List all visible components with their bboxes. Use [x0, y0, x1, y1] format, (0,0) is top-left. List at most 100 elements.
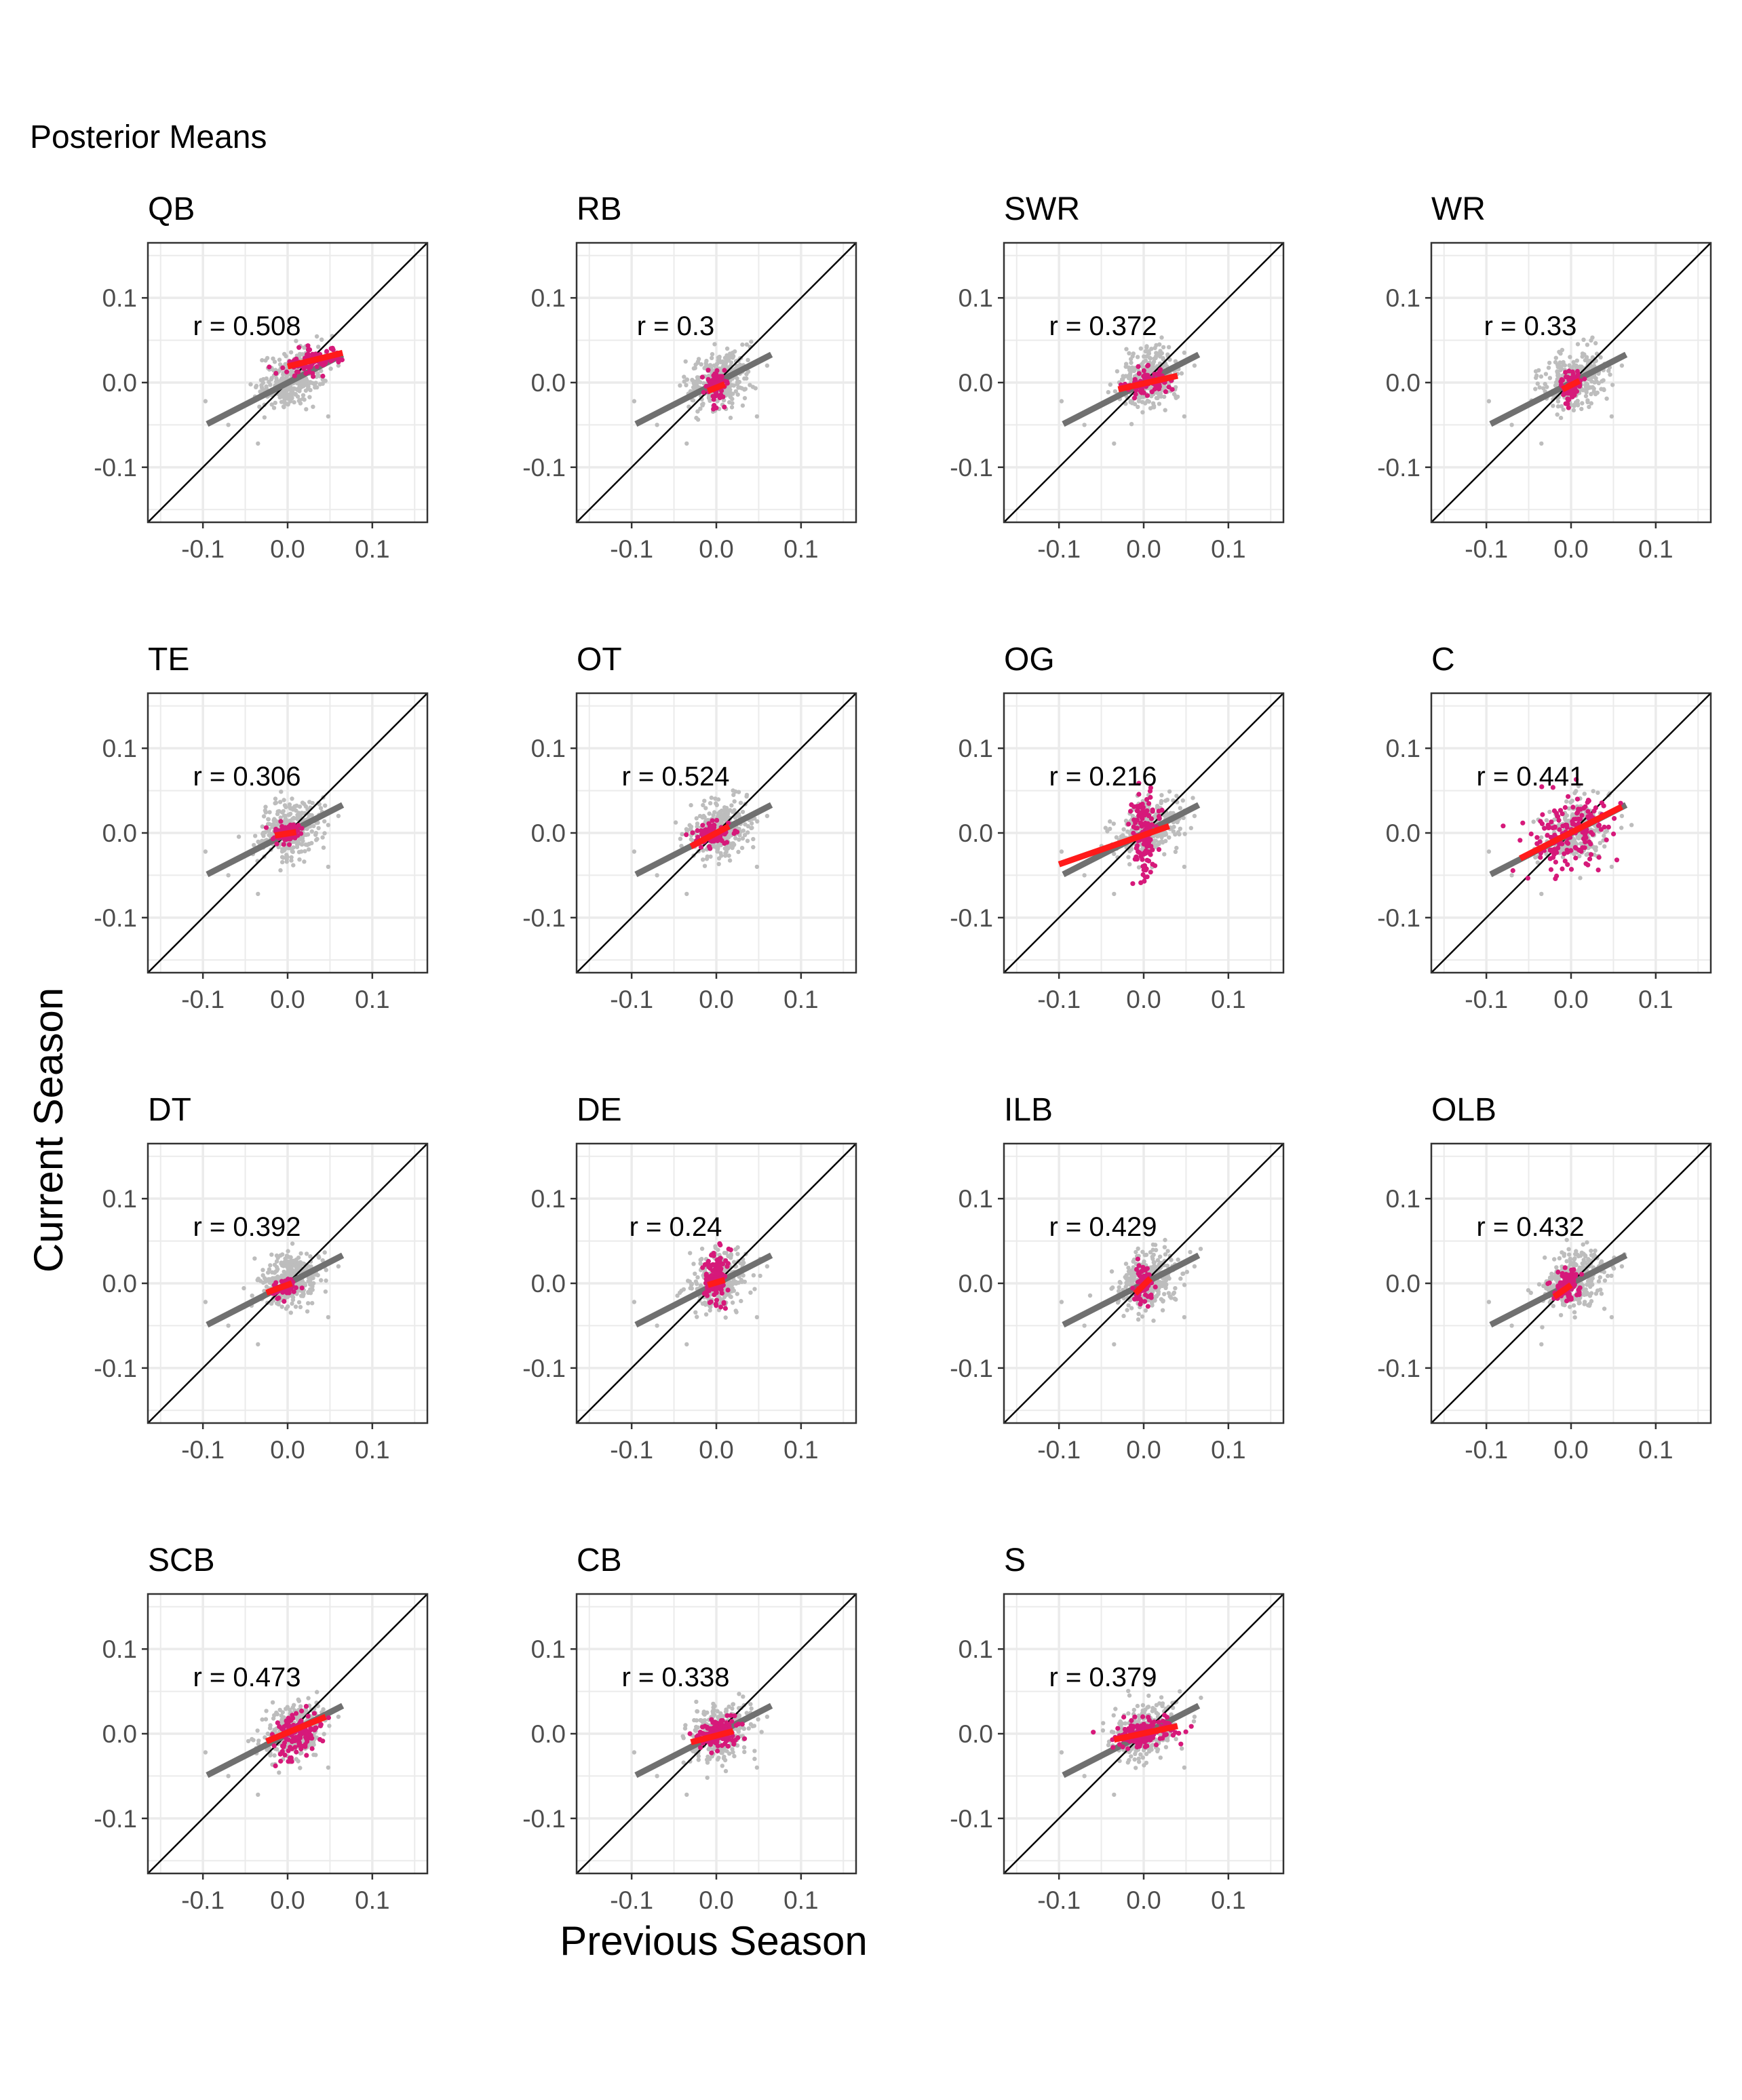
position-point — [1148, 816, 1155, 821]
all-player-point — [294, 381, 300, 386]
all-player-point — [1115, 369, 1120, 374]
position-point — [1550, 785, 1555, 790]
all-player-point — [1126, 1265, 1131, 1270]
all-player-point — [723, 1315, 728, 1320]
all-player-point — [1159, 335, 1164, 340]
all-player-point — [749, 821, 754, 826]
position-point — [1559, 377, 1564, 383]
y-tick-label: 0.0 — [531, 819, 566, 847]
all-player-point — [744, 342, 750, 347]
position-point — [719, 388, 724, 393]
all-player-point — [336, 1264, 341, 1269]
all-player-point — [1165, 1263, 1170, 1268]
all-player-point — [1585, 384, 1590, 389]
position-point — [704, 1261, 710, 1266]
position-point — [1573, 855, 1579, 861]
y-tick-label: 0.0 — [959, 819, 993, 847]
all-player-point — [731, 391, 735, 396]
position-point — [1150, 861, 1155, 867]
all-player-point — [1604, 396, 1609, 401]
overall-fit-line — [634, 351, 773, 427]
all-player-point — [260, 357, 265, 363]
all-player-point — [701, 857, 705, 862]
all-player-point — [1182, 1315, 1187, 1320]
overall-fit-line — [634, 1252, 773, 1328]
all-player-point — [1112, 389, 1118, 394]
all-player-point — [1106, 390, 1111, 395]
all-player-point — [293, 392, 298, 397]
all-player-point — [710, 352, 715, 357]
all-player-point — [1142, 1259, 1146, 1264]
all-player-point — [280, 859, 285, 865]
all-player-point — [272, 1270, 277, 1275]
all-player-point — [1127, 1278, 1132, 1283]
x-tick-label: 0.0 — [1126, 1436, 1161, 1464]
all-player-point — [307, 813, 311, 817]
position-point — [314, 364, 320, 370]
all-player-point — [632, 1300, 637, 1304]
y-tick-label: -0.1 — [950, 454, 993, 482]
all-player-point — [740, 342, 745, 347]
all-player-point — [310, 1301, 315, 1306]
all-player-point — [1509, 423, 1514, 427]
all-player-point — [320, 337, 324, 342]
position-fit-line — [707, 1277, 726, 1288]
all-player-point — [286, 402, 290, 407]
all-player-point — [301, 383, 306, 389]
all-player-point — [1148, 1250, 1153, 1255]
all-player-point — [304, 407, 309, 412]
position-point — [1136, 364, 1141, 370]
all-player-point — [1486, 399, 1492, 404]
all-player-point — [306, 1289, 311, 1295]
all-player-point — [1159, 800, 1163, 806]
position-point — [1539, 784, 1545, 790]
y-tick-label: 0.1 — [959, 735, 993, 762]
y-tick-label: -0.1 — [950, 904, 993, 932]
x-tick-label: 0.0 — [1126, 535, 1161, 563]
all-player-point — [1082, 423, 1087, 427]
all-player-point — [1059, 849, 1064, 854]
all-player-point — [729, 1253, 734, 1258]
position-point — [1148, 1292, 1154, 1298]
panel-rb: r = 0.3RB-0.10.00.1-0.1 0.0 0.1 — [522, 191, 857, 563]
all-player-point — [282, 819, 287, 823]
all-player-point — [713, 1245, 718, 1250]
y-tick-label: 0.1 — [531, 735, 566, 762]
position-point — [1583, 804, 1588, 809]
all-player-point — [303, 849, 307, 854]
all-player-point — [1140, 365, 1146, 370]
all-player-point — [1533, 387, 1538, 391]
all-player-point — [262, 1276, 267, 1281]
all-player-point — [1572, 404, 1576, 408]
all-player-point — [1151, 1260, 1157, 1265]
position-point — [1564, 840, 1570, 845]
all-player-point — [324, 1278, 328, 1283]
all-player-point — [1547, 809, 1552, 815]
position-point — [1146, 362, 1151, 368]
all-player-point — [311, 823, 316, 829]
all-player-point — [320, 835, 325, 840]
all-player-point — [1602, 844, 1607, 849]
all-player-point — [733, 815, 738, 820]
all-player-point — [1559, 404, 1564, 409]
y-tick-label: -0.1 — [94, 454, 137, 482]
all-player-point — [699, 362, 703, 367]
all-player-point — [300, 378, 305, 383]
position-point — [1148, 785, 1153, 790]
all-player-point — [726, 809, 731, 815]
all-player-point — [711, 813, 716, 818]
y-tick-label: -0.1 — [950, 1355, 993, 1382]
all-player-point — [1161, 1299, 1165, 1304]
all-player-point — [754, 414, 760, 419]
all-player-point — [299, 842, 305, 847]
all-player-point — [696, 379, 701, 384]
all-player-point — [1531, 819, 1536, 824]
all-player-point — [1159, 394, 1163, 399]
all-player-point — [734, 1310, 739, 1315]
all-player-point — [265, 1279, 270, 1283]
all-player-point — [698, 1261, 703, 1266]
all-player-point — [1112, 891, 1117, 897]
position-point — [1582, 376, 1587, 382]
